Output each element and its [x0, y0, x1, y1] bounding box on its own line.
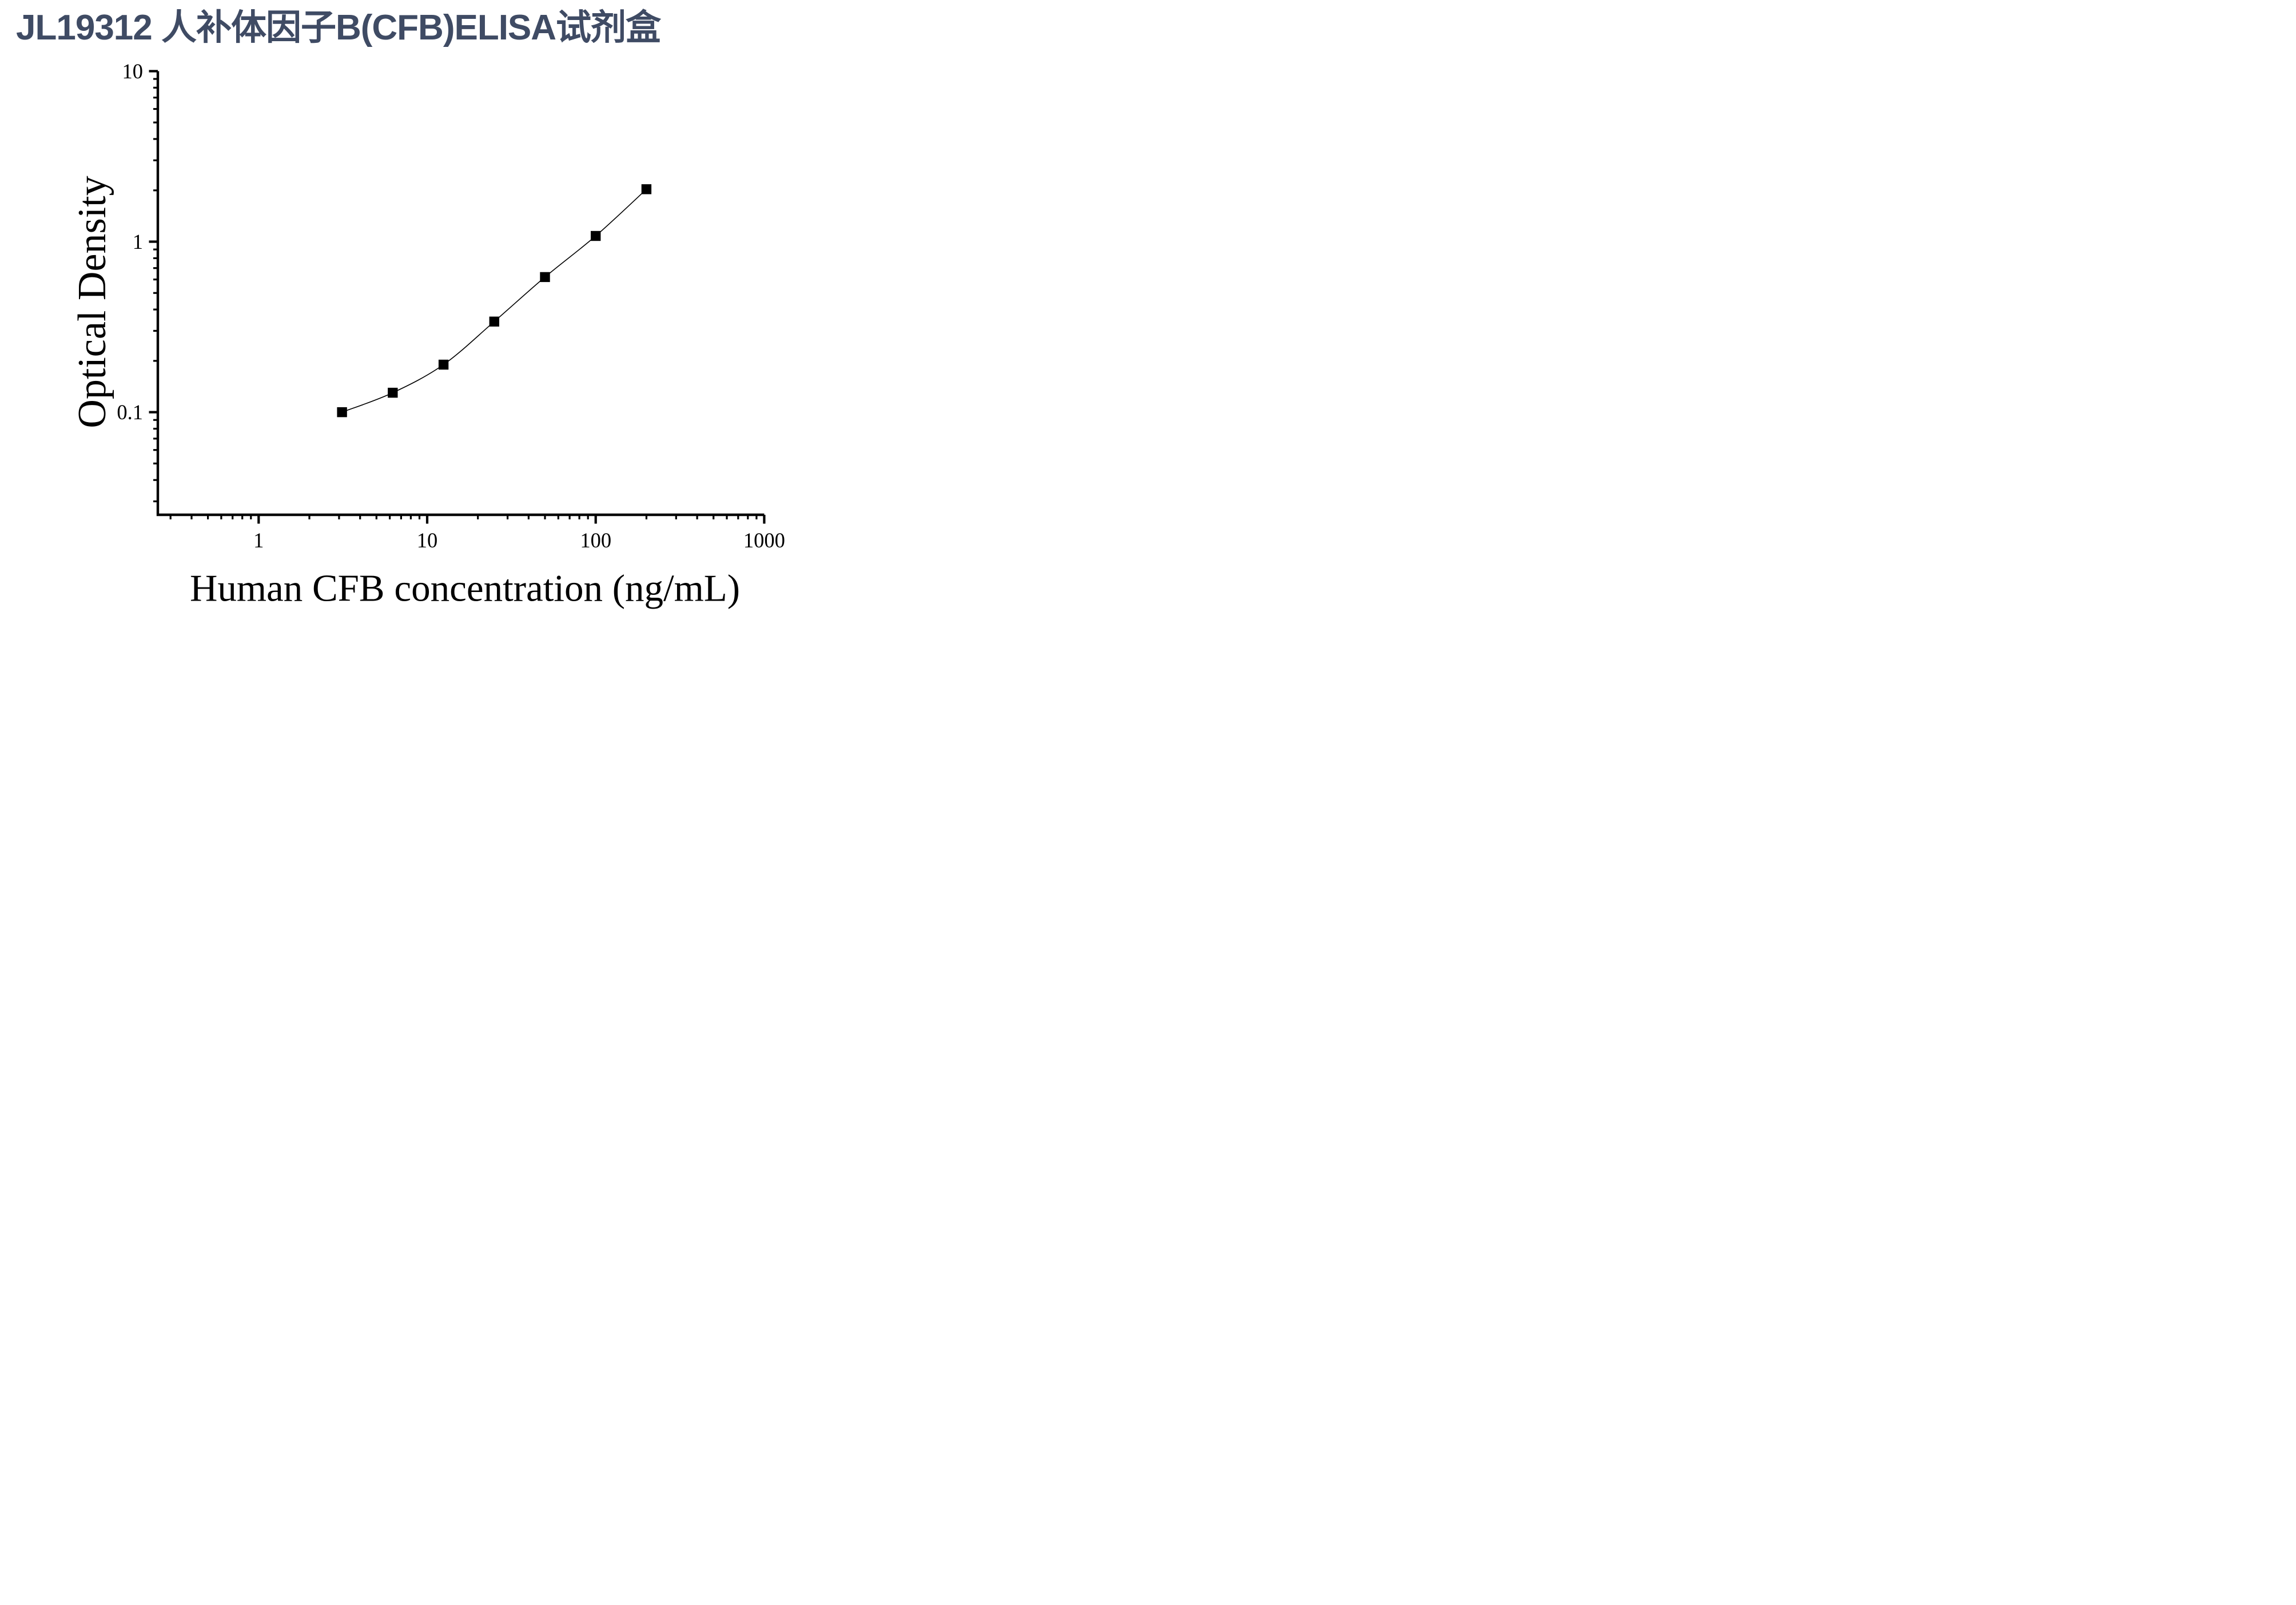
x-tick-label: 10 [417, 529, 438, 552]
y-tick-label: 10 [122, 59, 144, 83]
x-tick-label: 100 [580, 529, 611, 552]
data-point-marker [388, 387, 398, 398]
y-major-ticks [149, 70, 158, 414]
data-point-markers [337, 184, 652, 418]
y-tick-labels: 10 1 0.1 [117, 59, 143, 424]
axes-frame [156, 71, 765, 517]
x-major-ticks [257, 515, 766, 524]
data-point-marker [540, 272, 550, 283]
data-point-marker [641, 184, 652, 194]
y-tick-label: 0.1 [117, 400, 143, 424]
x-minor-ticks [169, 515, 758, 519]
data-point-marker [337, 407, 347, 418]
page: JL19312 人补体因子B(CFB)ELISA试剂盒 Optical Dens… [0, 0, 884, 618]
x-tick-labels: 1 10 100 1000 [253, 529, 785, 552]
x-axis-title: Human CFB concentration (ng/mL) [189, 567, 741, 610]
elisa-standard-curve-plot: 1 10 100 1000 10 1 0.1 [117, 59, 785, 552]
y-tick-label: 1 [133, 230, 143, 253]
page-title: JL19312 人补体因子B(CFB)ELISA试剂盒 [16, 8, 661, 47]
y-minor-ticks [153, 78, 158, 503]
x-tick-label: 1 [253, 529, 264, 552]
data-point-marker [438, 359, 449, 370]
standard-curve-line [341, 189, 647, 413]
x-tick-label: 1000 [743, 529, 785, 552]
data-point-marker [489, 316, 499, 327]
data-point-marker [591, 231, 601, 241]
